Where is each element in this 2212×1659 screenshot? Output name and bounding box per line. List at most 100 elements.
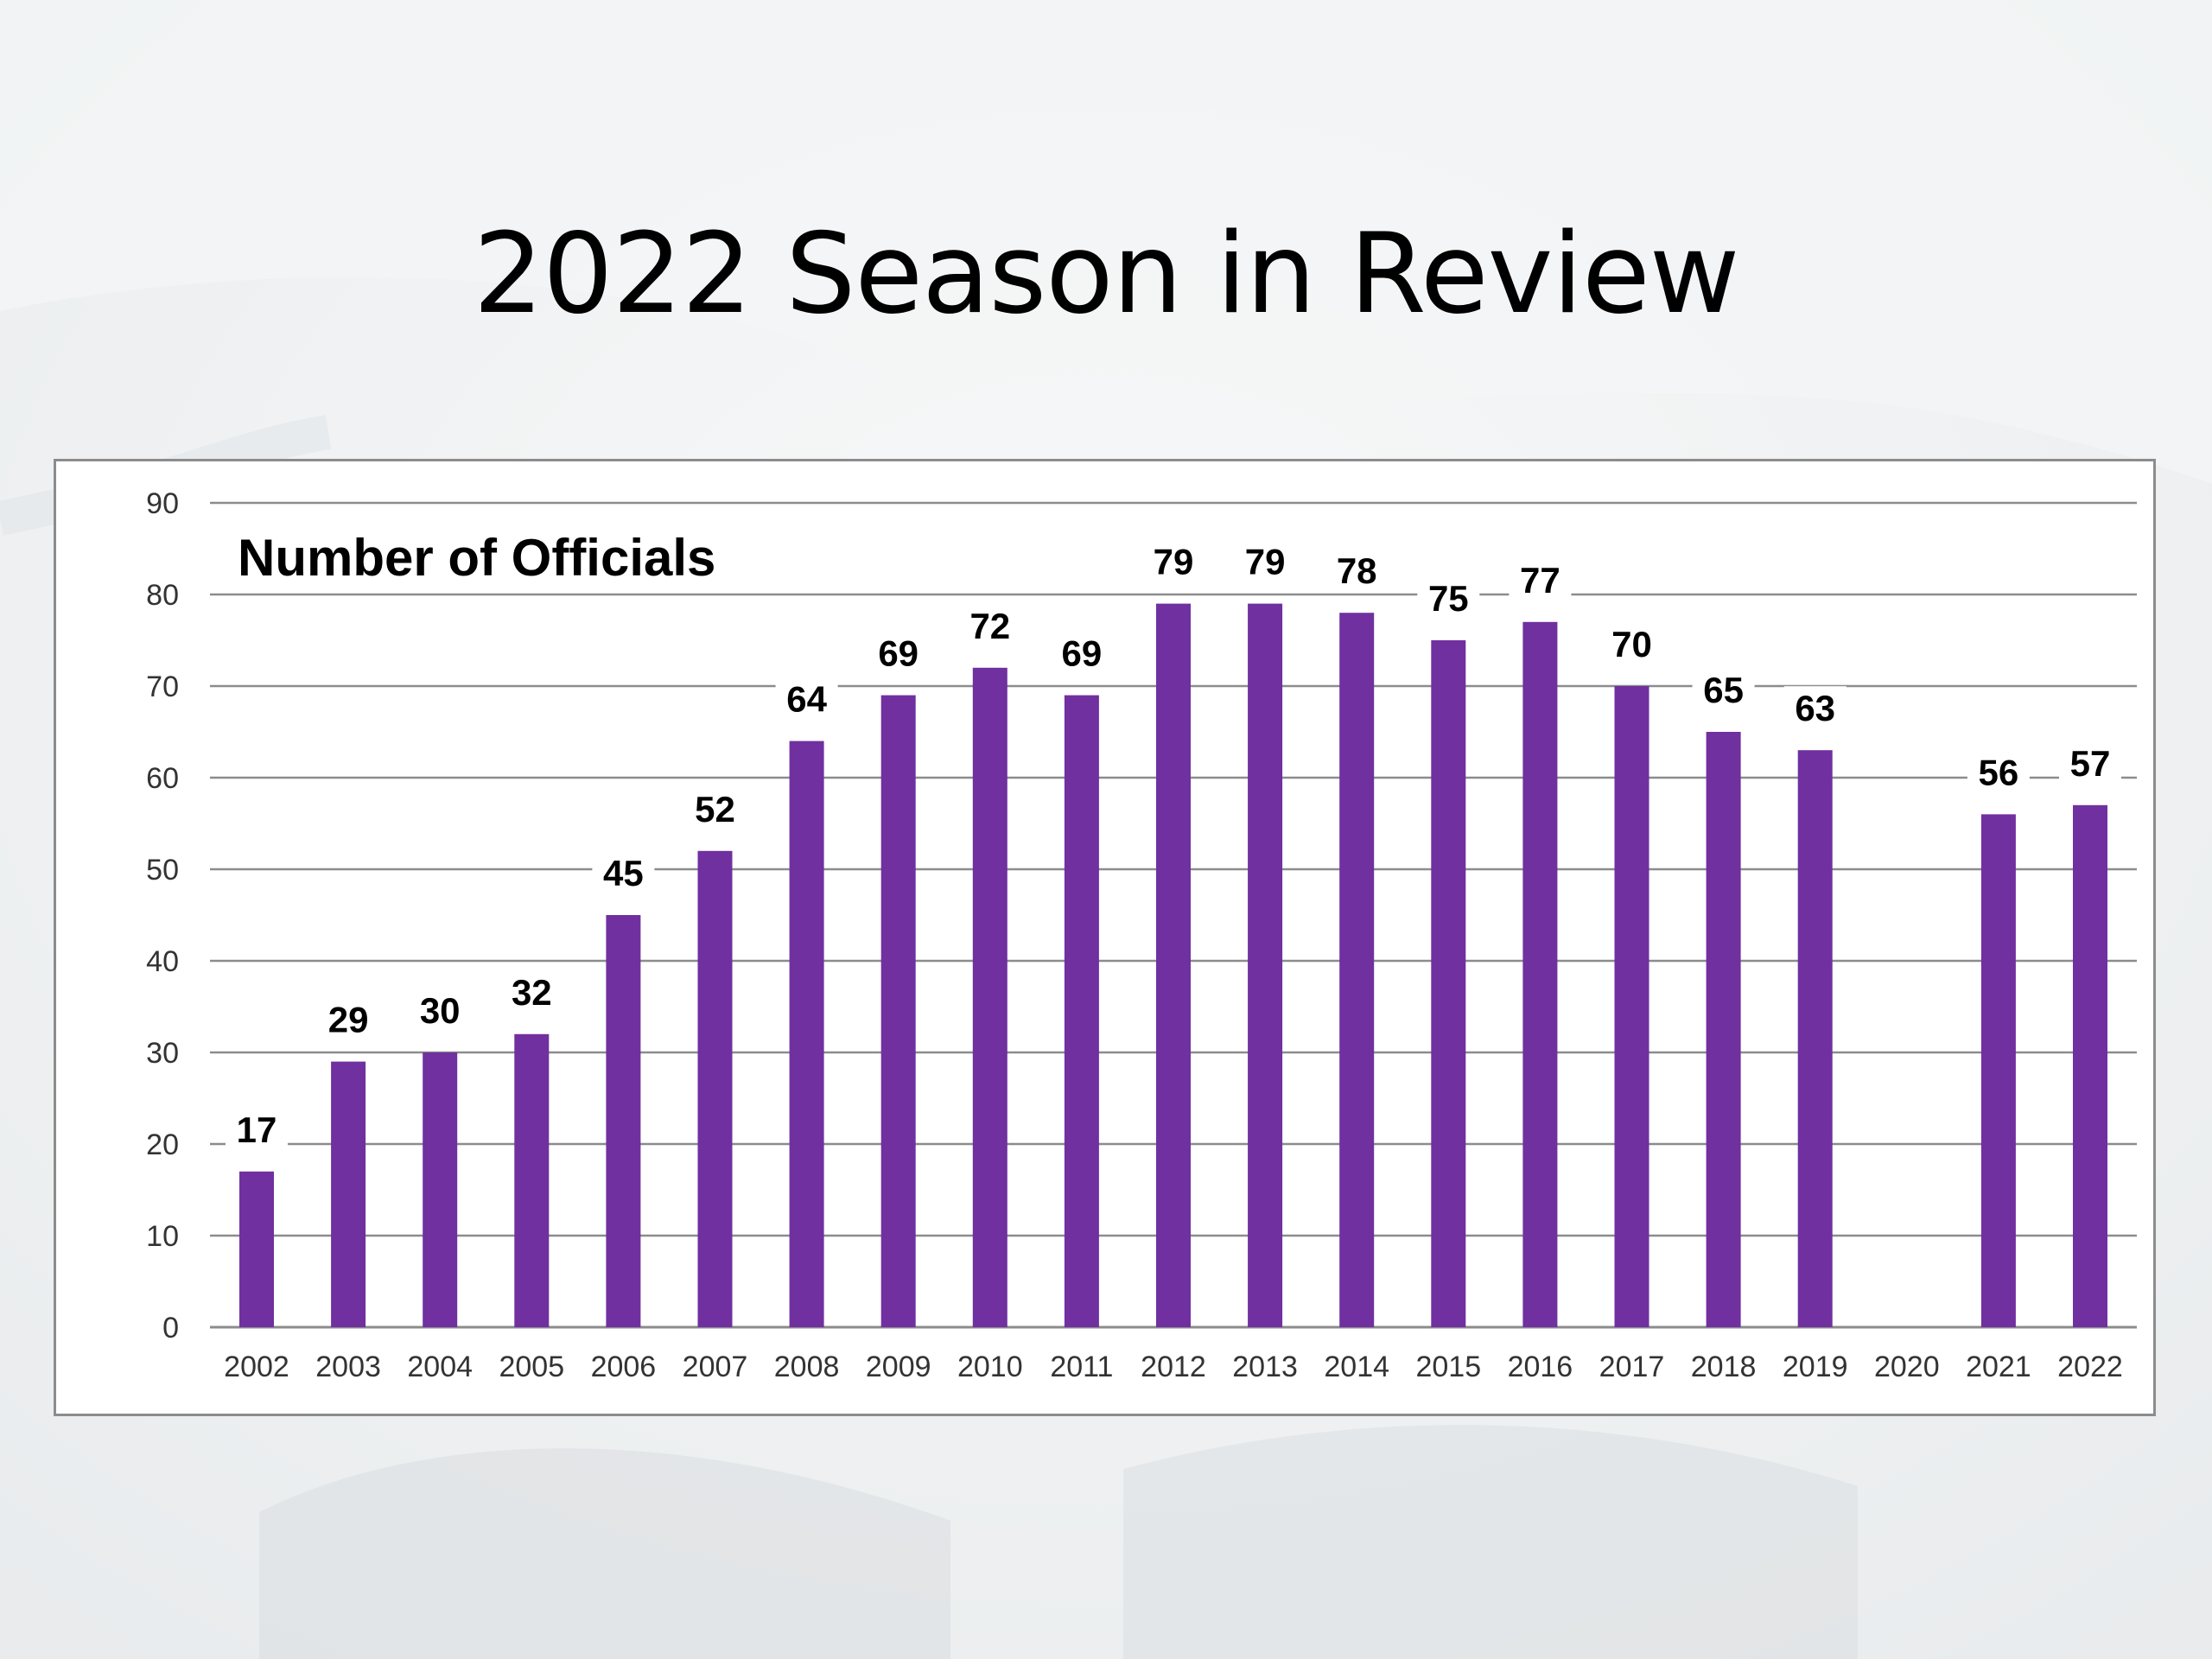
data-label: 79 (1154, 542, 1194, 582)
x-tick-label: 2010 (957, 1351, 1023, 1383)
data-label: 70 (1611, 624, 1652, 664)
data-label: 32 (512, 972, 552, 1013)
y-tick-label: 40 (146, 945, 179, 978)
y-tick-label: 10 (146, 1220, 179, 1253)
data-label-backdrop (1783, 686, 1847, 730)
x-tick-label: 2009 (866, 1351, 931, 1383)
data-label: 78 (1337, 550, 1377, 591)
bar (239, 1171, 274, 1327)
bars (239, 603, 2107, 1327)
data-label: 29 (328, 1000, 369, 1040)
data-label-backdrop (867, 631, 930, 675)
x-tick-label: 2015 (1415, 1351, 1481, 1383)
data-label: 69 (1062, 633, 1103, 674)
y-axis-tick-labels: 0 10 20 30 40 50 60 70 80 90 (146, 487, 179, 1344)
bar (606, 915, 641, 1327)
bar-chart: 0 10 20 30 40 50 60 70 80 90 2002 2003 2004 2005 2006… (146, 487, 2137, 1383)
data-label-backdrop (1142, 539, 1205, 583)
bar (1064, 695, 1099, 1327)
bar (1156, 603, 1191, 1327)
x-tick-label: 2008 (774, 1351, 840, 1383)
data-label-backdrop (500, 969, 563, 1014)
data-label-backdrop (1967, 750, 2030, 794)
slide-title: 2022 Season in Review (473, 210, 1740, 339)
data-label: 64 (786, 679, 827, 720)
x-tick-label: 2019 (1783, 1351, 1848, 1383)
x-tick-label: 2017 (1599, 1351, 1665, 1383)
data-label-backdrop (1325, 549, 1389, 593)
data-label: 57 (2070, 743, 2111, 784)
background-shape (0, 0, 2212, 484)
x-tick-label: 2013 (1232, 1351, 1298, 1383)
background-shape (1123, 1425, 1858, 1659)
x-tick-label: 2018 (1691, 1351, 1757, 1383)
data-label: 75 (1428, 578, 1469, 619)
bar (1706, 732, 1741, 1327)
x-tick-label: 2014 (1324, 1351, 1389, 1383)
data-label: 69 (878, 633, 918, 674)
bar (514, 1033, 550, 1327)
bar (789, 741, 824, 1327)
bar (1431, 640, 1466, 1327)
y-tick-label: 80 (146, 579, 179, 612)
x-tick-label: 2002 (224, 1351, 289, 1383)
data-label: 79 (1245, 542, 1286, 582)
x-axis-tick-labels: 2002 2003 2004 2005 2006 2007 2008 2009 2010 2011… (224, 1351, 2123, 1383)
data-label: 45 (603, 853, 644, 893)
data-label-backdrop (958, 603, 1021, 647)
bar (2073, 804, 2107, 1327)
bar (697, 850, 733, 1327)
data-label-backdrop (409, 988, 472, 1032)
y-tick-label: 90 (146, 487, 179, 520)
data-label-backdrop (1509, 557, 1572, 601)
x-tick-label: 2021 (1966, 1351, 2031, 1383)
y-tick-label: 60 (146, 762, 179, 795)
data-label-backdrop (1234, 539, 1297, 583)
x-tick-label: 2003 (315, 1351, 381, 1383)
y-tick-label: 0 (162, 1312, 179, 1344)
x-tick-label: 2016 (1508, 1351, 1573, 1383)
chart-title-backdrop (226, 525, 728, 590)
data-label-backdrop (226, 1107, 288, 1151)
x-tick-label: 2006 (591, 1351, 657, 1383)
data-label: 72 (969, 606, 1010, 646)
x-tick-label: 2007 (683, 1351, 748, 1383)
bar (1614, 686, 1649, 1327)
y-tick-label: 20 (146, 1128, 179, 1161)
data-label: 65 (1703, 670, 1744, 710)
data-labels: 17 29 30 32 45 52 64 69 72 69 79 79 78 75 77 70 65 63 56 57 (226, 539, 2121, 1151)
data-label-backdrop (2059, 741, 2121, 785)
bar (1522, 621, 1558, 1327)
data-label-backdrop (1417, 576, 1480, 620)
x-tick-label: 2005 (499, 1351, 564, 1383)
bar (331, 1061, 366, 1327)
background-shape (259, 1448, 950, 1659)
x-tick-label: 2012 (1141, 1351, 1206, 1383)
chart-title: Number of Officials (238, 529, 715, 587)
x-tick-label: 2020 (1874, 1351, 1940, 1383)
y-tick-label: 70 (146, 671, 179, 703)
bar (972, 667, 1007, 1327)
x-tick-label: 2011 (1050, 1351, 1113, 1383)
data-label: 17 (237, 1109, 277, 1150)
data-label-backdrop (775, 677, 838, 721)
bar (423, 1052, 458, 1327)
bar (1797, 750, 1833, 1327)
bar (1980, 814, 2016, 1327)
bar (1248, 603, 1283, 1327)
chart-frame: 0 10 20 30 40 50 60 70 80 90 2002 2003 2004 2005 2006… (54, 459, 2156, 1416)
y-tick-label: 50 (146, 854, 179, 887)
data-label: 63 (1795, 688, 1835, 728)
x-tick-label: 2004 (407, 1351, 473, 1383)
data-label: 30 (420, 990, 461, 1031)
data-label-backdrop (317, 997, 380, 1041)
x-tick-label: 2022 (2057, 1351, 2123, 1383)
data-label-backdrop (1050, 631, 1113, 675)
data-label: 52 (695, 789, 735, 830)
data-label-backdrop (1692, 668, 1755, 711)
bar (880, 695, 916, 1327)
data-label: 56 (1979, 752, 2019, 792)
data-label-backdrop (592, 851, 655, 894)
data-label-backdrop (683, 786, 747, 830)
data-label: 77 (1520, 560, 1560, 601)
